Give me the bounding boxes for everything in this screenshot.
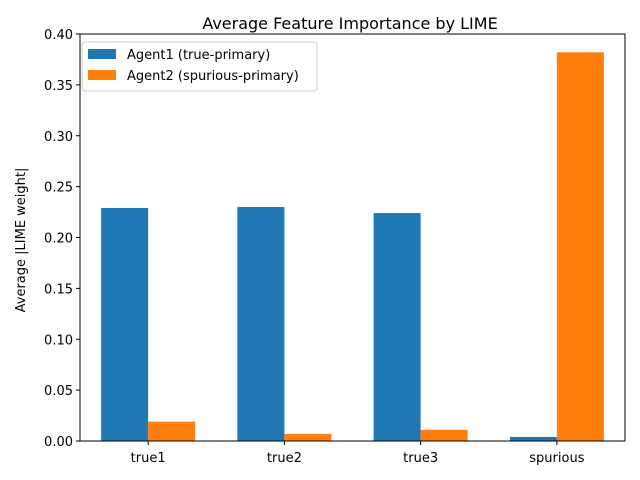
bar-1-true1 [101, 207, 149, 441]
y-tick-label-0.00: 0.00 [44, 435, 73, 450]
y-tick-label-0.15: 0.15 [44, 282, 73, 297]
y-axis: 0.00 0.05 0.10 0.15 0.20 0.25 0.30 0.35 0.40 [44, 28, 80, 450]
y-tick-label-0.05: 0.05 [44, 384, 73, 399]
x-tick-label-spurious: spurious [529, 451, 584, 466]
x-axis: true1 true2 true3 spurious [131, 441, 585, 466]
bar-2-true1 [148, 421, 196, 441]
bar-2-spurious [556, 52, 604, 441]
y-tick-label-0.25: 0.25 [44, 181, 73, 196]
y-axis-label: Average |LIME weight| [14, 168, 29, 313]
bar-2-true2 [284, 433, 332, 441]
chart-title: Average Feature Importance by LIME [202, 14, 497, 33]
x-tick-label-true3: true3 [403, 451, 438, 466]
bars-group [101, 52, 604, 441]
legend-swatch-2 [88, 70, 116, 80]
y-tick-label-0.40: 0.40 [44, 28, 73, 43]
x-tick-label-true2: true2 [267, 451, 302, 466]
plot-frame [79, 33, 626, 442]
x-tick-label-true1: true1 [131, 451, 166, 466]
bar-1-spurious [509, 436, 557, 441]
y-tick-label-0.35: 0.35 [44, 79, 73, 94]
legend-label-2: Agent2 (spurious-primary) [127, 69, 299, 84]
bar-2-true3 [420, 429, 468, 441]
bar-1-true3 [373, 213, 421, 441]
y-tick-label-0.20: 0.20 [44, 232, 73, 247]
legend: Agent1 (true-primary) Agent2 (spurious-pr… [81, 41, 318, 92]
bar-1-true2 [237, 206, 285, 441]
legend-label-1: Agent1 (true-primary) [127, 48, 270, 63]
y-tick-label-0.30: 0.30 [44, 130, 73, 145]
legend-box [81, 41, 318, 92]
y-tick-label-0.10: 0.10 [44, 333, 73, 348]
legend-swatch-1 [88, 49, 116, 59]
